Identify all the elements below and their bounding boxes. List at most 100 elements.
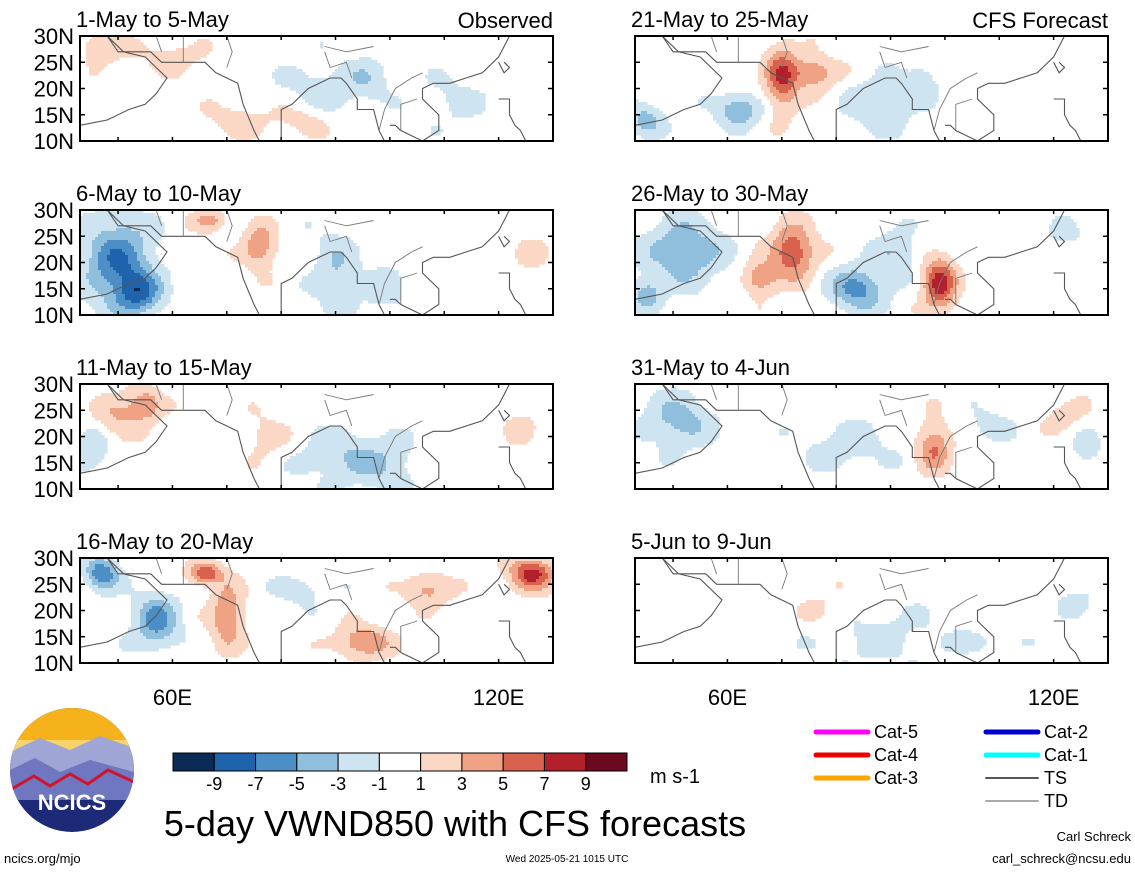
coastline <box>498 583 511 596</box>
colorbar-swatch <box>378 752 422 772</box>
colorbar: -9 -7 -5 -3 -1 1 3 5 7 9 <box>172 752 628 794</box>
colorbar-swatch <box>255 752 298 772</box>
country-border <box>155 384 163 400</box>
coastline <box>498 409 511 422</box>
colorbar-label: 7 <box>539 774 549 794</box>
colorbar-swatch <box>296 752 339 772</box>
country-border <box>955 446 973 479</box>
legend-label: Cat-5 <box>874 722 918 742</box>
country-border <box>955 620 973 653</box>
country-border <box>781 384 788 416</box>
colorbar-label: -1 <box>371 774 387 794</box>
anomaly-field <box>80 36 553 141</box>
panel-period-title: 5-Jun to 9-Jun <box>631 529 772 554</box>
country-border <box>879 573 908 601</box>
country-border <box>933 420 978 479</box>
legend-label: TD <box>1044 791 1068 811</box>
country-border <box>955 98 973 131</box>
country-border <box>400 272 418 305</box>
observed-label: Observed <box>458 8 553 33</box>
anomaly-field <box>635 558 1108 663</box>
lat-tick-label: 15N <box>34 277 74 302</box>
coastline <box>280 599 385 663</box>
source-link[interactable]: ncics.org/mjo <box>4 851 81 866</box>
country-border <box>155 558 163 574</box>
lat-tick-label: 15N <box>34 451 74 476</box>
lat-tick-label: 10N <box>34 651 74 676</box>
country-border <box>324 46 374 53</box>
author-email[interactable]: carl_schreck@ncsu.edu <box>992 851 1131 866</box>
coastline <box>836 662 837 663</box>
coastline <box>635 558 723 648</box>
coastline <box>635 36 723 126</box>
legend-label: Cat-2 <box>1044 722 1088 742</box>
coastline <box>80 384 168 474</box>
coastline <box>498 98 527 141</box>
colorbar-label: -7 <box>248 774 264 794</box>
coastline <box>835 599 940 663</box>
country-border <box>324 225 353 253</box>
coastline <box>1053 620 1082 663</box>
coastline <box>1053 235 1066 248</box>
country-border <box>710 558 718 574</box>
country-border <box>781 558 788 590</box>
coastline <box>498 620 527 663</box>
panel-right-1: 21-May to 25-May CFS Forecast <box>631 7 1109 142</box>
coastline <box>498 235 511 248</box>
storm-legend: Cat-5 Cat-4 Cat-3 Cat-2 Cat-1 TS TD <box>813 722 1088 811</box>
lon-tick-label: 120E <box>1028 685 1079 710</box>
lat-tick-label: 30N <box>34 372 74 397</box>
country-border <box>378 420 423 479</box>
coastline <box>80 210 168 300</box>
lat-tick-label: 10N <box>34 303 74 328</box>
lat-tick-label: 15N <box>34 103 74 128</box>
coastline <box>80 558 168 648</box>
coastline <box>281 314 282 315</box>
panel-period-title: 31-May to 4-Jun <box>631 355 790 380</box>
coastline <box>281 488 282 489</box>
coastline <box>106 384 261 489</box>
coastline <box>106 36 261 141</box>
country-border <box>879 220 929 227</box>
colorbar-swatch <box>461 752 504 772</box>
country-border <box>226 36 233 68</box>
figure-title: 5-day VWND850 with CFS forecasts <box>164 803 746 844</box>
country-border <box>324 399 353 427</box>
coastline <box>1053 409 1066 422</box>
lat-tick-label: 25N <box>34 572 74 597</box>
panel-period-title: 16-May to 20-May <box>76 529 253 554</box>
coastline <box>835 251 940 315</box>
country-border <box>710 384 718 400</box>
panel-right-2: 26-May to 30-May <box>631 181 1109 316</box>
lat-tick-label: 30N <box>34 546 74 571</box>
colorbar-label: 3 <box>457 774 467 794</box>
lat-tick-label: 10N <box>34 129 74 154</box>
country-border <box>879 394 929 401</box>
coastline <box>944 210 1065 315</box>
panel-right-3: 31-May to 4-Jun <box>631 355 1109 490</box>
country-border <box>226 210 233 242</box>
anomaly-field <box>635 36 1108 141</box>
lat-tick-label: 20N <box>34 425 74 450</box>
coastline <box>498 446 527 489</box>
country-border <box>324 573 353 601</box>
country-border <box>710 210 718 226</box>
lat-tick-label: 15N <box>34 625 74 650</box>
coastline <box>635 210 723 300</box>
longitude-axis: 60E 120E 60E 120E <box>153 685 1079 710</box>
country-border <box>879 51 908 79</box>
panel-period-title: 6-May to 10-May <box>76 181 241 206</box>
colorbar-swatch <box>543 752 587 772</box>
coastline <box>1053 446 1082 489</box>
coastline <box>661 36 816 141</box>
colorbar-swatch <box>585 752 628 772</box>
country-border <box>710 36 718 52</box>
anomaly-field <box>80 384 553 489</box>
anomaly-field <box>80 558 553 663</box>
country-border <box>933 594 978 653</box>
colorbar-label: 9 <box>581 774 591 794</box>
coastline <box>106 558 261 663</box>
